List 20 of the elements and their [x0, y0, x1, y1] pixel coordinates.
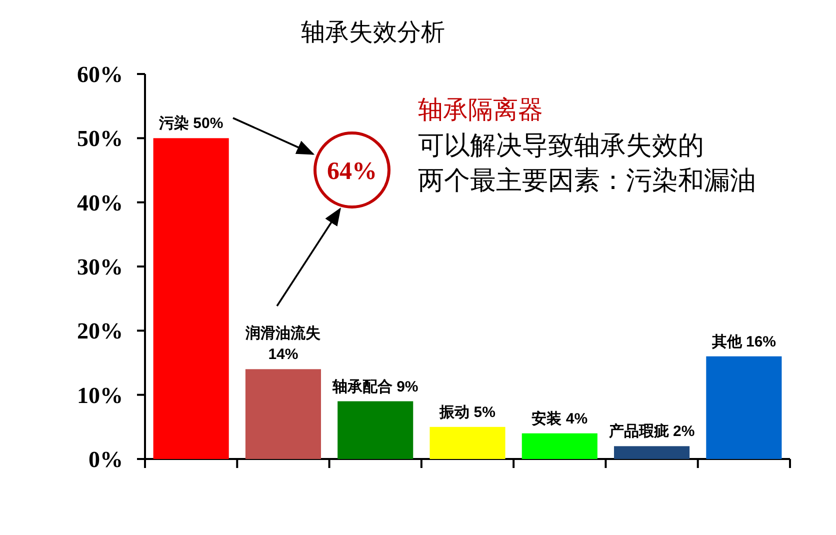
- y-tick-label: 0%: [88, 447, 123, 472]
- annotation: 64%: [327, 158, 377, 185]
- annotation: 轴承隔离器: [418, 96, 543, 124]
- data-label: 14%: [268, 346, 298, 364]
- y-tick-label: 40%: [77, 190, 123, 216]
- annotation: 可以解决导致轴承失效的: [418, 130, 704, 160]
- category-label: 安装 4%: [532, 410, 588, 428]
- y-tick-label: 30%: [77, 254, 123, 280]
- category-label: 产品瑕疵 2%: [608, 423, 695, 440]
- y-tick-label: 60%: [77, 62, 123, 87]
- category-label: 振动 5%: [440, 404, 496, 421]
- x-tick-label: 润滑油流失: [244, 324, 321, 342]
- y-tick-label: 10%: [77, 382, 123, 408]
- annotation: 两个最主要因素：污染和漏油: [418, 165, 756, 195]
- y-tick-label: 20%: [77, 318, 123, 344]
- category-label: 轴承配合 9%: [332, 378, 418, 396]
- category-label: 其他 16%: [712, 333, 776, 350]
- category-label: 污染 50%: [158, 115, 224, 132]
- chart-title: 轴承失效分析: [301, 19, 445, 46]
- y-tick-label: 50%: [77, 126, 123, 152]
